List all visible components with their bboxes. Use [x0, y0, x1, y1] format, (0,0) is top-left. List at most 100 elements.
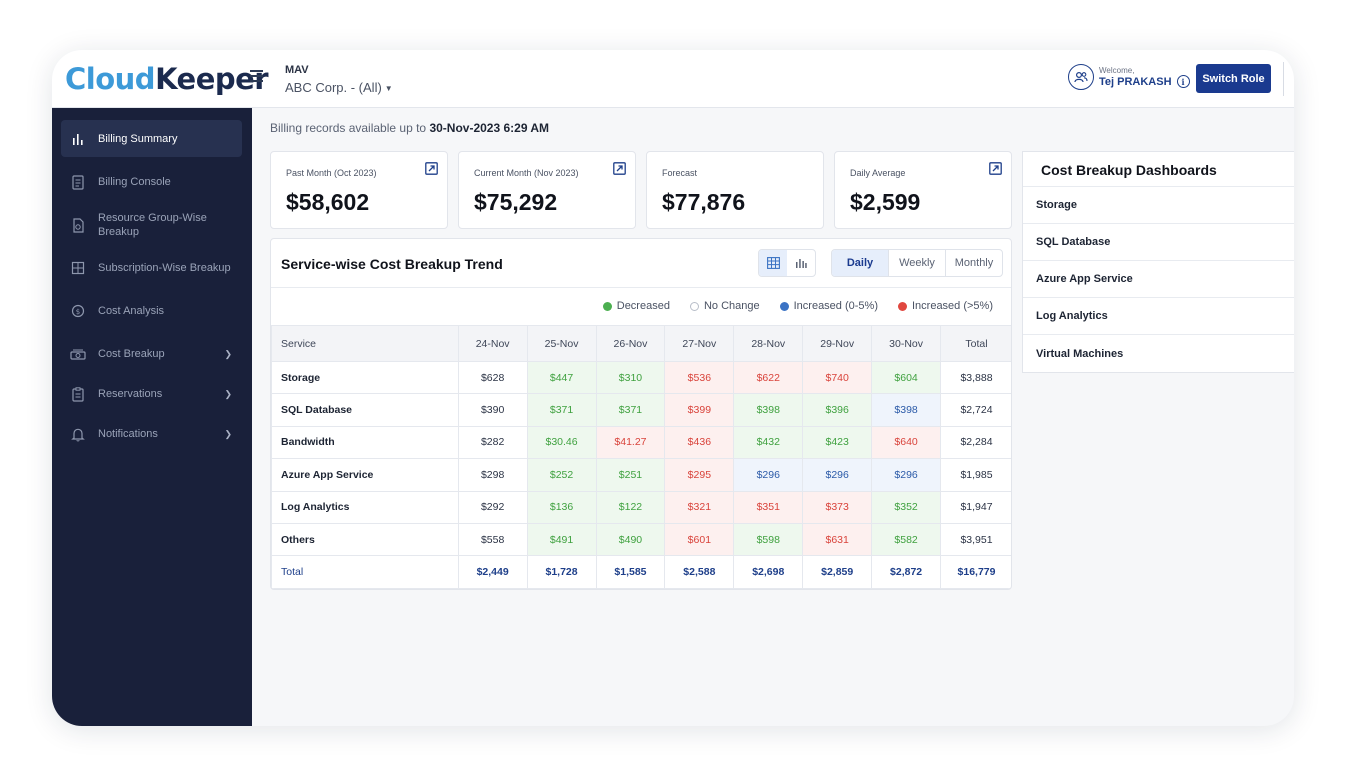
- divider: [271, 287, 1011, 288]
- cost-cell: $740: [802, 360, 873, 395]
- column-header: 30-Nov: [871, 325, 942, 362]
- header-divider: [1283, 62, 1284, 96]
- org-code: MAV: [285, 64, 309, 76]
- dashboard-link-log-analytics[interactable]: Log Analytics: [1023, 298, 1294, 335]
- cost-cell: $251: [595, 458, 666, 492]
- period-monthly[interactable]: Monthly: [954, 257, 994, 269]
- dashboard-link-sql-database[interactable]: SQL Database: [1023, 224, 1294, 261]
- cost-cell: $398: [871, 393, 942, 427]
- cost-cell: $536: [664, 360, 735, 395]
- bar-chart-icon: [69, 130, 87, 148]
- sidebar-item-billing-summary[interactable]: Billing Summary: [61, 120, 242, 157]
- info-icon[interactable]: i: [1176, 75, 1190, 88]
- dashboard-link-azure-app-service[interactable]: Azure App Service: [1023, 261, 1294, 298]
- cost-cell: $490: [595, 522, 666, 557]
- cost-cell: $292: [457, 490, 528, 524]
- cost-cell: $396: [802, 393, 873, 427]
- cost-cell: $371: [595, 393, 666, 427]
- cost-cell: $2,724: [940, 393, 1011, 427]
- cost-cell: $136: [526, 490, 597, 524]
- dashboard-link-virtual-machines[interactable]: Virtual Machines: [1036, 347, 1124, 360]
- table-row: Log Analytics $292 $136 $122 $321 $351 $373 $35…: [271, 490, 1011, 524]
- cost-analysis-icon: $: [69, 302, 87, 320]
- billing-records-note: Billing records available up to 30-Nov-2…: [270, 121, 550, 135]
- cost-cell: $122: [595, 490, 666, 524]
- table-row: Others $558 $491 $490 $601 $598 $631 $582 $3,951: [271, 522, 1011, 557]
- user-name: Tej PRAKASH: [1099, 75, 1172, 88]
- column-header: 27-Nov: [664, 325, 735, 362]
- table-row: Bandwidth $282 $30.46 $41.27 $436 $432 $423 $64…: [271, 425, 1011, 460]
- cost-cell: $352: [871, 490, 942, 524]
- cost-cell: $351: [733, 490, 804, 524]
- legend-item: Increased (>5%): [897, 300, 993, 312]
- cost-cell: $432: [733, 425, 804, 460]
- view-toggle: [758, 249, 816, 277]
- sidebar-item-cost-analysis[interactable]: $ Cost Analysis: [61, 300, 242, 322]
- total-cell: $2,859: [802, 555, 873, 589]
- cost-breakup-icon: [69, 345, 87, 363]
- dashboards-title: Cost Breakup Dashboards: [1023, 152, 1294, 187]
- table-row: SQL Database $390 $371 $371 $399 $398 $396 $398…: [271, 393, 1011, 427]
- external-link-icon[interactable]: [613, 162, 626, 175]
- total-cell: $2,872: [871, 555, 942, 589]
- service-name: Bandwidth: [271, 425, 459, 460]
- total-label: Total: [271, 555, 459, 589]
- cost-cell: $1,985: [940, 458, 1011, 492]
- period-daily[interactable]: Daily: [832, 250, 889, 276]
- cost-cell: $398: [733, 393, 804, 427]
- sidebar-item-reservations[interactable]: Reservations ❯: [61, 383, 242, 405]
- switch-role-button[interactable]: Switch Role: [1196, 64, 1271, 93]
- chevron-right-icon: ❯: [224, 428, 232, 439]
- cost-cell: $604: [871, 360, 942, 395]
- cost-cell: $640: [871, 425, 942, 460]
- chevron-right-icon: ❯: [224, 348, 232, 359]
- external-link-icon[interactable]: [425, 162, 438, 175]
- sidebar-item-subscription[interactable]: Subscription-Wise Breakup: [61, 257, 242, 279]
- chevron-right-icon: ❯: [224, 388, 232, 399]
- cost-cell: $582: [871, 522, 942, 557]
- sidebar-item-resource-group[interactable]: Resource Group-Wise Breakup: [61, 210, 242, 240]
- cost-cell: $423: [802, 425, 873, 460]
- cost-breakup-dashboards: Cost Breakup Dashboards Storage SQL Data…: [1022, 151, 1294, 373]
- org-dropdown[interactable]: ABC Corp. - (All) ▼: [285, 80, 393, 95]
- user-avatar-icon[interactable]: [1068, 64, 1094, 90]
- legend-item: No Change: [689, 300, 760, 312]
- total-cell: $2,588: [664, 555, 735, 589]
- cost-cell: $390: [457, 393, 528, 427]
- grid-icon: [69, 259, 87, 277]
- cost-cell: $41.27: [595, 425, 666, 460]
- org-selector[interactable]: MAV ABC Corp. - (All) ▼: [285, 64, 393, 95]
- card-label: Current Month (Nov 2023): [474, 168, 579, 178]
- table-row: Storage $628 $447 $310 $536 $622 $740 $604 $3,88…: [271, 360, 1011, 395]
- external-link-icon[interactable]: [989, 162, 1002, 175]
- cost-cell: $558: [457, 522, 528, 557]
- cost-cell: $628: [457, 360, 528, 395]
- caret-down-icon: ▼: [384, 84, 393, 93]
- bell-icon: [69, 425, 87, 443]
- column-header: 28-Nov: [733, 325, 804, 362]
- table-view-icon[interactable]: [759, 250, 787, 276]
- service-name: SQL Database: [271, 393, 459, 427]
- table-row: Azure App Service $298 $252 $251 $295 $296 $29…: [271, 458, 1011, 492]
- sidebar-item-cost-breakup[interactable]: Cost Breakup ❯: [61, 343, 242, 365]
- chart-view-icon[interactable]: [787, 250, 815, 276]
- dashboard-link-storage[interactable]: Storage: [1023, 187, 1294, 224]
- menu-icon[interactable]: [250, 70, 263, 82]
- cloudkeeper-logo[interactable]: CloudKeeper: [65, 62, 269, 96]
- trend-title: Service-wise Cost Breakup Trend: [281, 256, 503, 272]
- sidebar-item-billing-console[interactable]: Billing Console: [61, 171, 242, 193]
- cost-cell: $601: [664, 522, 735, 557]
- sidebar-item-notifications[interactable]: Notifications ❯: [61, 423, 242, 445]
- period-weekly[interactable]: Weekly: [889, 250, 946, 276]
- card-label: Past Month (Oct 2023): [286, 168, 377, 178]
- cost-cell: $2,284: [940, 425, 1011, 460]
- cost-cell: $447: [526, 360, 597, 395]
- card-label: Forecast: [662, 168, 698, 178]
- cost-cell: $622: [733, 360, 804, 395]
- cost-cell: $30.46: [526, 425, 597, 460]
- total-cell: $1,585: [595, 555, 666, 589]
- card-value: $77,876: [662, 189, 746, 215]
- column-header: 25-Nov: [526, 325, 597, 362]
- past-month-card: Past Month (Oct 2023) $58,602: [270, 151, 448, 229]
- column-header: 26-Nov: [595, 325, 666, 362]
